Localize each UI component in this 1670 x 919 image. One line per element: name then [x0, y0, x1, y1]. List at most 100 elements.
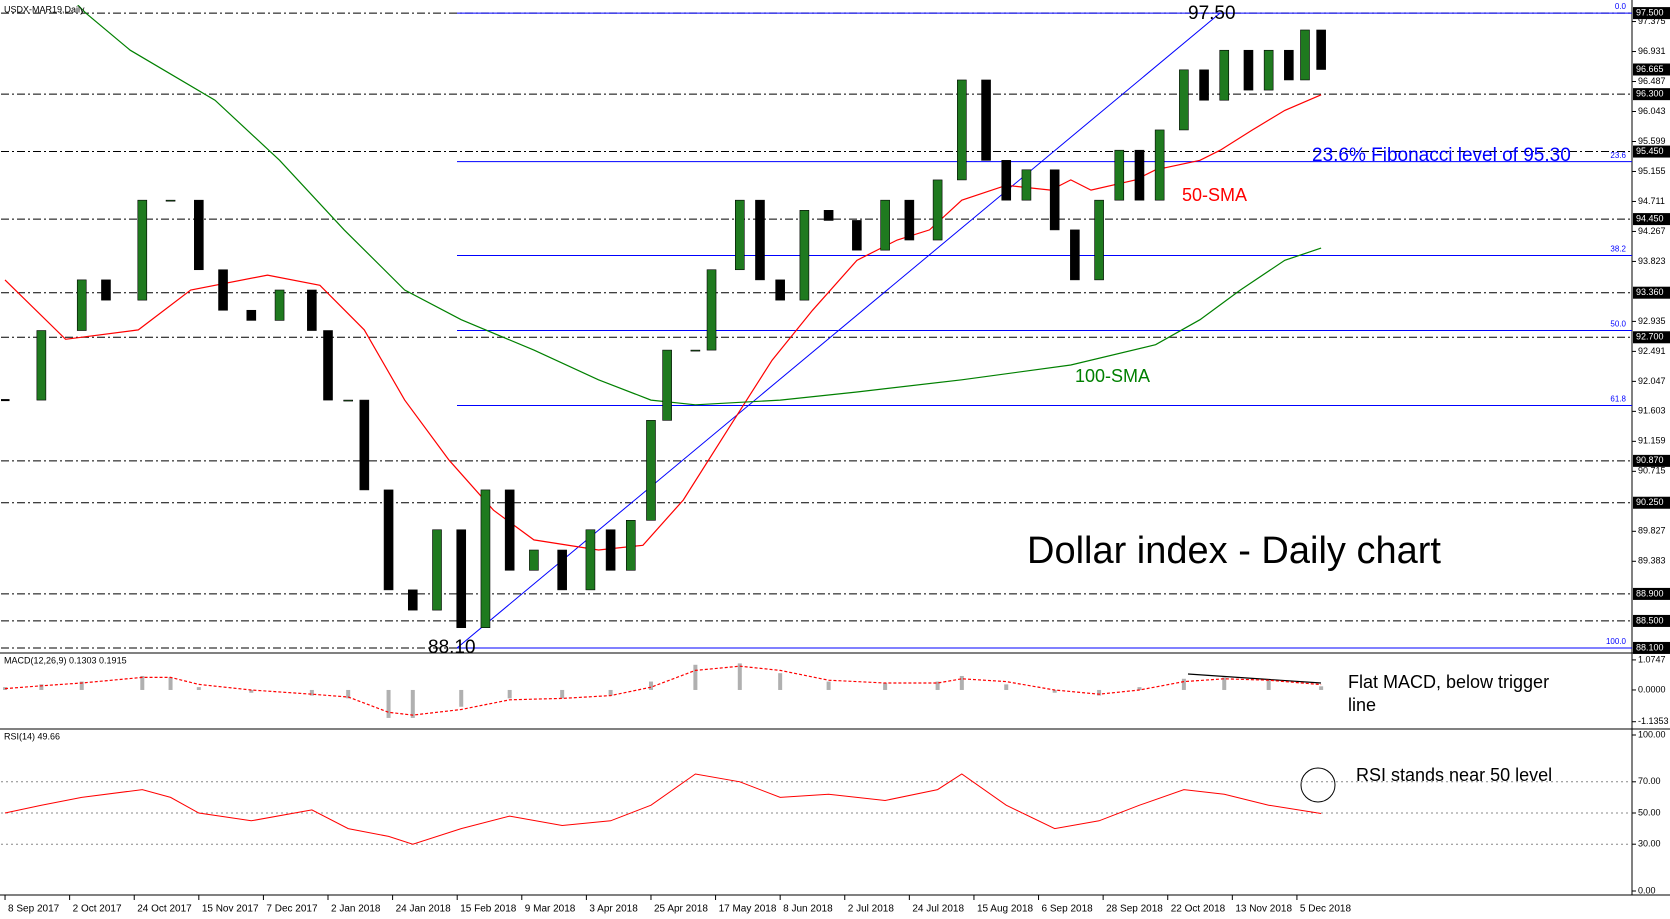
macd-bar — [1004, 684, 1009, 690]
y-tick-label: 94.267 — [1638, 226, 1666, 236]
candle — [932, 179, 943, 241]
fib-label: 0.0 — [1615, 2, 1627, 11]
candle — [480, 489, 491, 628]
y-tick-label: 1.0747 — [1638, 654, 1666, 664]
y-tick-label: 0.0000 — [1638, 684, 1666, 694]
macd-bar — [1097, 689, 1102, 696]
y-tick-label: 94.711 — [1638, 196, 1665, 206]
x-tick-label: 3 Apr 2018 — [589, 904, 638, 915]
x-tick-label: 8 Jun 2018 — [783, 904, 833, 915]
level-box — [1633, 88, 1670, 101]
series-label: 50-SMA — [1182, 185, 1247, 205]
y-tick-label: 50.00 — [1638, 807, 1661, 817]
current-price-label: 96.665 — [1636, 64, 1664, 74]
candle — [359, 399, 370, 491]
current-price-box — [1633, 63, 1670, 76]
x-tick-label: 2 Jan 2018 — [331, 904, 381, 915]
macd-bar — [386, 689, 391, 718]
candle — [1316, 29, 1326, 70]
candle — [1021, 169, 1032, 201]
annotation: Flat MACD, below trigger — [1348, 672, 1549, 692]
macd-bar — [648, 681, 653, 690]
fib-label: 50.0 — [1610, 320, 1626, 329]
level-box — [1633, 614, 1670, 627]
candle — [165, 199, 176, 202]
candle — [625, 520, 636, 571]
macd-bar — [346, 689, 351, 699]
candle — [585, 529, 596, 591]
candle — [775, 279, 785, 301]
level-box — [1633, 641, 1670, 654]
macd-bar — [196, 687, 201, 690]
candle — [432, 529, 442, 611]
candle — [1179, 69, 1189, 131]
macd-bar — [883, 682, 888, 690]
y-tick-label: 92.491 — [1638, 346, 1666, 356]
y-tick-label: 100.00 — [1638, 729, 1666, 739]
candle — [1134, 149, 1145, 201]
macd-bar — [693, 664, 698, 690]
level-label: 94.450 — [1636, 213, 1664, 223]
fib-label: 100.0 — [1606, 637, 1627, 646]
fib-label: 38.2 — [1610, 245, 1626, 254]
candle — [218, 269, 228, 311]
candle — [662, 349, 672, 421]
x-tick-label: 13 Nov 2018 — [1235, 904, 1292, 915]
macd-bar — [79, 681, 84, 690]
y-tick-label: 91.159 — [1638, 436, 1666, 446]
annotation: RSI stands near 50 level — [1356, 765, 1552, 785]
sma-line — [77, 5, 1322, 406]
candle — [1001, 160, 1012, 201]
x-tick-label: 28 Sep 2018 — [1106, 904, 1163, 915]
level-label: 88.100 — [1636, 642, 1664, 652]
level-label: 96.300 — [1636, 89, 1664, 99]
sma-line — [4, 94, 1322, 551]
x-tick-label: 2 Oct 2017 — [73, 904, 122, 915]
macd-trend-line — [1187, 673, 1322, 684]
candle — [690, 349, 701, 352]
macd-bar — [39, 684, 44, 690]
level-box — [1633, 587, 1670, 600]
level-box — [1633, 454, 1670, 467]
fib-label: 61.8 — [1610, 395, 1626, 404]
annotation: 97.50 — [1188, 3, 1236, 24]
annotation: 23.6% Fibonacci level of 95.30 — [1312, 145, 1571, 166]
macd-bar — [935, 681, 940, 690]
x-tick-label: 5 Dec 2018 — [1300, 904, 1352, 915]
candle — [1094, 199, 1104, 281]
level-box — [1633, 213, 1670, 226]
macd-bar — [778, 673, 783, 690]
candle — [852, 220, 862, 251]
candle — [957, 79, 967, 181]
macd-bar — [1319, 686, 1324, 690]
macd-bar — [309, 689, 314, 696]
series-label: 100-SMA — [1075, 366, 1150, 386]
y-tick-label: 91.603 — [1638, 406, 1666, 416]
annotation: Dollar index - Daily chart — [1027, 530, 1441, 572]
macd-bar — [459, 689, 464, 707]
x-tick-label: 24 Jul 2018 — [912, 904, 964, 915]
rsi-circle — [1300, 767, 1336, 803]
y-tick-label: 89.383 — [1638, 556, 1666, 566]
x-tick-label: 15 Nov 2017 — [202, 904, 259, 915]
macd-bar — [168, 677, 173, 690]
macd-bar — [1181, 678, 1186, 690]
level-label: 90.870 — [1636, 455, 1664, 465]
level-box — [1633, 331, 1670, 344]
candle — [137, 199, 148, 301]
trend-line — [456, 12, 1221, 649]
candle — [323, 330, 333, 401]
level-box — [1633, 286, 1670, 299]
x-tick-label: 15 Aug 2018 — [977, 904, 1034, 915]
candle — [1049, 169, 1060, 231]
y-tick-label: 89.827 — [1638, 526, 1666, 536]
candle — [981, 79, 991, 161]
y-tick-label: 95.155 — [1638, 166, 1666, 176]
level-label: 90.250 — [1636, 497, 1664, 507]
macd-bar — [1222, 677, 1227, 690]
candle — [1114, 149, 1125, 201]
macd-bar — [737, 663, 742, 690]
candle — [1243, 49, 1254, 91]
